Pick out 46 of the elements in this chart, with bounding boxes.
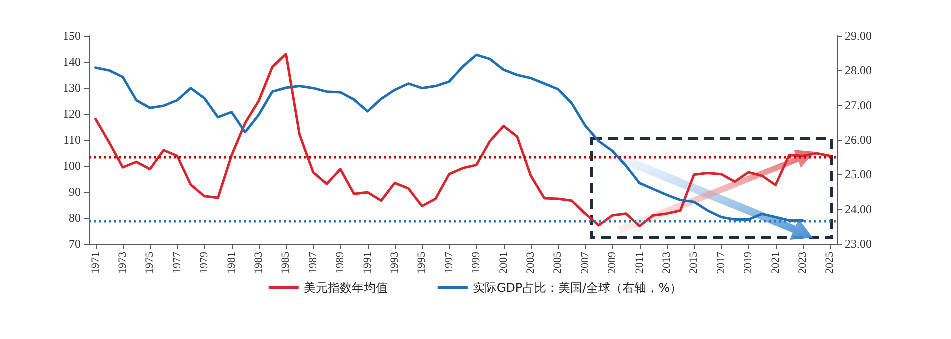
y-tick-label: 150 — [63, 29, 81, 43]
y2-tick-label: 27.00 — [845, 98, 872, 112]
x-tick-label: 1981 — [226, 252, 238, 274]
y2-tick-label: 26.00 — [845, 133, 872, 147]
x-tick-label: 2005 — [552, 252, 564, 274]
x-tick-label: 1999 — [470, 252, 483, 274]
y-tick-label: 80 — [69, 211, 81, 225]
x-tick-label: 2017 — [715, 252, 728, 274]
x-tick-label: 2009 — [606, 252, 619, 274]
y-tick-label: 140 — [63, 55, 81, 69]
x-tick-label: 2015 — [688, 252, 700, 274]
y2-tick-label: 23.00 — [845, 237, 872, 251]
y-tick-label: 100 — [63, 159, 81, 173]
x-tick-label: 2007 — [579, 252, 592, 274]
x-tick-label: 1989 — [334, 252, 347, 274]
x-tick-label: 1993 — [389, 252, 401, 274]
legend-label: 实际GDP占比：美国/全球（右轴，%） — [472, 281, 682, 295]
x-tick-label: 2021 — [770, 252, 782, 274]
x-tick-label: 2025 — [824, 252, 836, 274]
y-tick-label: 110 — [63, 133, 81, 147]
x-tick-label: 2023 — [797, 252, 809, 274]
y2-tick-label: 29.00 — [845, 29, 872, 43]
y-tick-label: 70 — [69, 237, 81, 251]
x-tick-label: 2001 — [498, 252, 510, 274]
legend-label: 美元指数年均值 — [304, 281, 388, 295]
y-tick-label: 120 — [63, 107, 81, 121]
y2-tick-label: 28.00 — [845, 64, 872, 78]
x-tick-label: 1995 — [416, 252, 428, 274]
x-tick-label: 2011 — [634, 252, 646, 274]
x-tick-label: 2019 — [742, 252, 755, 274]
x-tick-label: 1991 — [362, 252, 374, 274]
x-tick-label: 2003 — [525, 252, 537, 274]
y-tick-label: 90 — [69, 185, 81, 199]
x-tick-label: 1971 — [90, 252, 102, 274]
x-tick-label: 1985 — [280, 252, 292, 274]
x-tick-label: 1997 — [443, 252, 456, 274]
x-tick-label: 1977 — [171, 252, 184, 274]
y-tick-label: 130 — [63, 81, 81, 95]
y2-tick-label: 24.00 — [845, 202, 872, 216]
x-tick-label: 1987 — [307, 252, 320, 274]
y2-tick-label: 25.00 — [845, 168, 872, 182]
x-tick-label: 1979 — [198, 252, 211, 274]
x-tick-label: 1983 — [253, 252, 265, 274]
x-tick-label: 1973 — [117, 252, 129, 274]
x-tick-label: 1975 — [144, 252, 156, 274]
x-tick-label: 2013 — [661, 252, 673, 274]
